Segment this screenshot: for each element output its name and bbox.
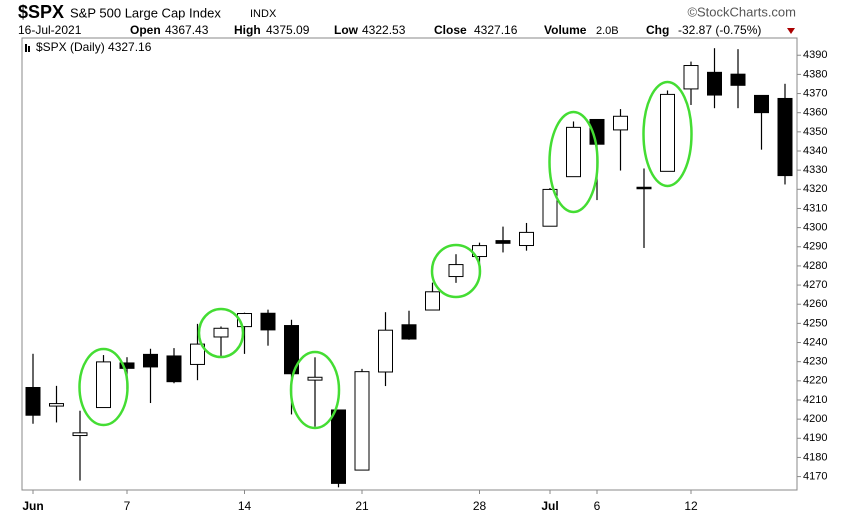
y-tick-label: 4240	[803, 336, 827, 348]
y-tick-label: 4310	[803, 202, 827, 214]
plot-frame	[21, 37, 798, 491]
x-tick-label: 12	[684, 499, 698, 513]
candle-body	[660, 93, 675, 172]
candle-body	[707, 71, 722, 96]
candle-body	[777, 97, 793, 177]
x-tick-label: 28	[473, 499, 487, 513]
open-value: 4367.43	[165, 23, 209, 37]
y-tick-label: 4360	[803, 107, 827, 119]
candle-body	[495, 240, 511, 244]
candle-body	[425, 291, 440, 311]
down-arrow	[787, 28, 795, 34]
y-tick-label: 4330	[803, 164, 827, 176]
candle-body	[49, 403, 64, 407]
symbol: $SPX	[18, 2, 64, 22]
candle-body	[307, 376, 323, 381]
candle-body	[284, 325, 299, 375]
chg-value: -32.87 (-0.75%)	[678, 23, 761, 37]
candle-body	[72, 432, 88, 437]
close-label: Close	[434, 23, 467, 37]
y-tick-label: 4350	[803, 126, 827, 138]
candle-body	[378, 329, 393, 373]
highlight-circle	[548, 110, 599, 214]
close-value: 4327.16	[474, 23, 518, 37]
highlight-circle	[78, 347, 129, 427]
highlight-circle	[289, 350, 341, 430]
candle-body	[166, 355, 182, 383]
candle-body	[213, 327, 229, 338]
high-value: 4375.09	[266, 23, 310, 37]
x-tick-label: 21	[355, 499, 369, 513]
candle-body	[260, 312, 276, 331]
legend-text: $SPX (Daily) 4327.16	[36, 40, 152, 54]
high-label: High	[234, 23, 261, 37]
chg-label: Chg	[646, 23, 669, 37]
candle-body	[730, 73, 746, 86]
exchange: INDX	[250, 8, 277, 20]
candle-body	[566, 126, 581, 178]
volume-label: Volume	[544, 23, 587, 37]
volume-value: 2.0B	[596, 25, 619, 37]
x-tick-label: 6	[594, 499, 601, 513]
candle-body	[542, 188, 558, 227]
annotations	[78, 80, 693, 430]
candle-body	[119, 362, 135, 369]
y-tick-label: 4320	[803, 183, 827, 195]
y-tick-label: 4340	[803, 145, 827, 157]
candle-body	[754, 94, 769, 114]
date: 16-Jul-2021	[18, 23, 82, 37]
candle-body	[190, 343, 205, 365]
y-tick-label: 4390	[803, 49, 827, 61]
y-tick-label: 4380	[803, 68, 827, 80]
candle-body	[613, 115, 628, 131]
y-tick-label: 4290	[803, 241, 827, 253]
x-tick-label: Jun	[22, 499, 43, 513]
y-tick-label: 4220	[803, 375, 827, 387]
y-tick-label: 4370	[803, 87, 827, 99]
y-tick-label: 4200	[803, 413, 827, 425]
candle-body	[519, 231, 534, 247]
candle-body	[96, 361, 111, 409]
low-value: 4322.53	[362, 23, 406, 37]
candle-body	[683, 65, 699, 90]
x-tick-label: Jul	[541, 499, 558, 513]
x-tick-label: 7	[124, 499, 131, 513]
candle-body	[143, 353, 158, 368]
y-tick-label: 4230	[803, 356, 827, 368]
y-tick-label: 4270	[803, 279, 827, 291]
x-tick-label: 14	[238, 499, 252, 513]
open-label: Open	[130, 23, 161, 37]
y-tick-label: 4250	[803, 317, 827, 329]
legend-icon	[25, 44, 30, 52]
source: ©StockCharts.com	[687, 4, 796, 19]
candle-body	[331, 409, 346, 484]
y-tick-label: 4260	[803, 298, 827, 310]
highlight-circle	[197, 307, 245, 359]
y-tick-label: 4190	[803, 432, 827, 444]
candle-body	[636, 186, 652, 190]
marks	[25, 48, 793, 488]
low-label: Low	[334, 23, 359, 37]
candle-body	[448, 264, 464, 278]
y-tick-label: 4280	[803, 260, 827, 272]
y-tick-label: 4300	[803, 222, 827, 234]
highlight-circle	[430, 243, 482, 299]
highlight-circle	[642, 80, 693, 188]
candle-body	[25, 386, 41, 416]
candle-body	[401, 324, 417, 340]
candle-body	[354, 371, 370, 471]
y-tick-label: 4180	[803, 451, 827, 463]
y-tick-label: 4170	[803, 470, 827, 482]
index-name: S&P 500 Large Cap Index	[70, 5, 221, 20]
y-tick-label: 4210	[803, 394, 827, 406]
